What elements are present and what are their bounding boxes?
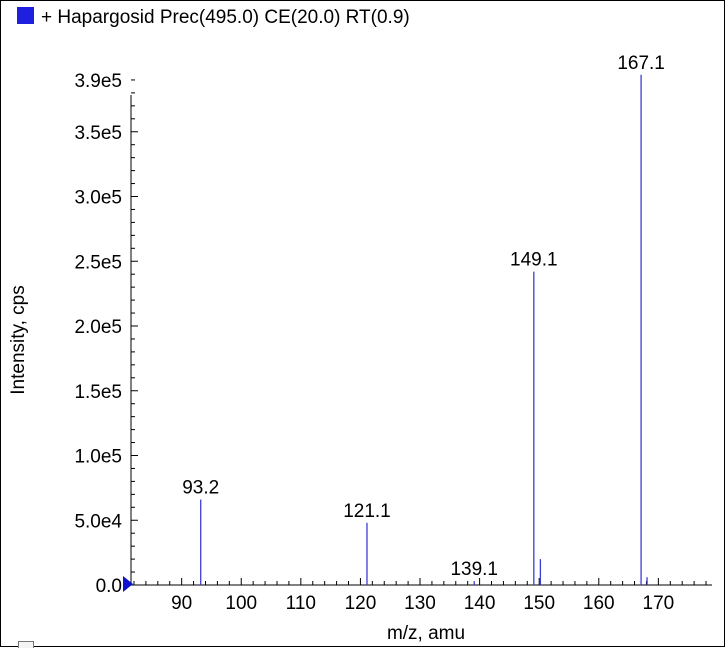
peak-label: 139.1 xyxy=(450,559,498,580)
peak-label: 149.1 xyxy=(510,250,558,271)
x-tick-label: 160 xyxy=(583,593,615,614)
x-axis-title: m/z, amu xyxy=(387,623,465,644)
peak-labels: 93.2 121.1 139.1 149.1 167.1 xyxy=(182,53,665,580)
y-tick-label: 3.9e5 xyxy=(74,71,122,92)
peak-label: 121.1 xyxy=(343,501,391,522)
peak-label: 167.1 xyxy=(617,53,665,74)
y-axis-title: Intensity, cps xyxy=(8,285,29,394)
y-tick-label: 2.5e5 xyxy=(74,252,122,273)
scroll-handle[interactable] xyxy=(18,641,34,648)
origin-marker-icon[interactable] xyxy=(123,576,133,592)
legend-label: + Hapargosid Prec(495.0) CE(20.0) RT(0.9… xyxy=(41,7,410,28)
y-tick-label: 3.5e5 xyxy=(74,123,122,144)
x-tick-label: 90 xyxy=(171,593,192,614)
x-tick-label: 100 xyxy=(225,593,257,614)
y-tick-label: 2.0e5 xyxy=(74,317,122,338)
y-tick-label: 1.5e5 xyxy=(74,382,122,403)
x-tick-label: 150 xyxy=(523,593,555,614)
y-tick-label: 3.0e5 xyxy=(74,188,122,209)
x-tick-label: 110 xyxy=(286,593,316,614)
y-tick-label: 5.0e4 xyxy=(74,511,122,532)
y-tick-label: 0.0 xyxy=(96,576,122,597)
axes: 0.0 5.0e4 1.0e5 1.5e5 2.0e5 2.5e5 3.0e5 3.5e5 3.… xyxy=(74,71,712,614)
legend-marker-icon xyxy=(17,7,34,24)
x-tick-label: 140 xyxy=(464,593,496,614)
x-tick-label: 170 xyxy=(643,593,675,614)
x-tick-label: 130 xyxy=(404,593,436,614)
peak-label: 93.2 xyxy=(182,478,219,499)
x-tick-label: 120 xyxy=(345,593,377,614)
y-tick-label: 1.0e5 xyxy=(74,447,122,468)
peaks xyxy=(200,74,648,585)
